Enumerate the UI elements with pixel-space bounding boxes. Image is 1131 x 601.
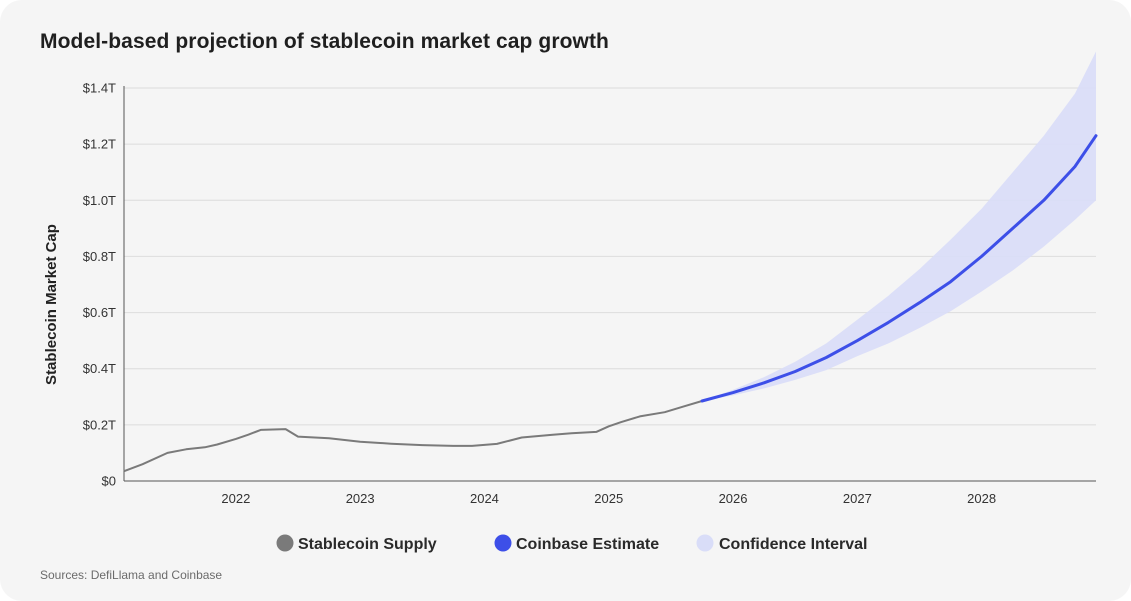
legend-label-estimate: Coinbase Estimate — [516, 536, 659, 553]
legend-label-ci: Confidence Interval — [719, 536, 867, 553]
coinbase-estimate-line — [700, 134, 1098, 403]
y-tick-label-2: $0.4T — [83, 361, 116, 376]
sources-note: Sources: DefiLlama and Coinbase — [40, 568, 223, 582]
x-tick-label-1: 2023 — [346, 491, 375, 506]
y-tick-label-3: $0.6T — [83, 305, 116, 320]
y-tick-label-7: $1.4T — [83, 81, 116, 96]
y-tick-label-6: $1.2T — [83, 137, 116, 152]
y-axis-label: Stablecoin Market Cap — [43, 224, 60, 385]
y-tick-label-1: $0.2T — [83, 417, 116, 432]
y-tick-label-0: $0 — [102, 474, 116, 489]
confidence-interval-band — [702, 51, 1096, 401]
stablecoin-supply-line — [123, 400, 703, 473]
y-tick-label-4: $0.8T — [83, 249, 116, 264]
x-tick-label-2: 2024 — [470, 491, 499, 506]
chart-title: Model-based projection of stablecoin mar… — [40, 30, 609, 53]
legend-label-supply: Stablecoin Supply — [298, 536, 437, 553]
x-tick-label-3: 2025 — [594, 491, 623, 506]
x-tick-label-6: 2028 — [967, 491, 996, 506]
y-tick-label-5: $1.0T — [83, 193, 116, 208]
x-tick-label-5: 2027 — [843, 491, 872, 506]
legend-swatch-estimate — [494, 534, 512, 552]
legend-swatch-ci — [696, 534, 714, 552]
x-tick-label-0: 2022 — [221, 491, 250, 506]
legend-swatch-supply — [276, 534, 294, 552]
x-tick-label-4: 2026 — [719, 491, 748, 506]
